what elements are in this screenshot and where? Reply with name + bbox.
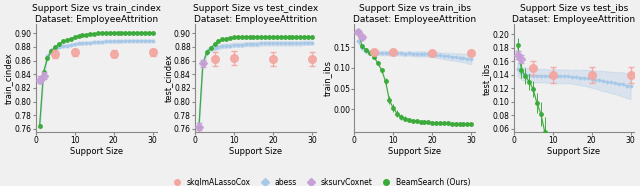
Title: Support Size vs train_ibs
Dataset: EmployeeAttrition: Support Size vs train_ibs Dataset: Emplo… bbox=[353, 4, 476, 24]
Title: Support Size vs train_cindex
Dataset: EmployeeAttrition: Support Size vs train_cindex Dataset: Em… bbox=[31, 4, 161, 24]
X-axis label: Support Size: Support Size bbox=[388, 147, 442, 156]
Title: Support Size vs test_ibs
Dataset: EmployeeAttrition: Support Size vs test_ibs Dataset: Employ… bbox=[513, 4, 636, 24]
Title: Support Size vs test_cindex
Dataset: EmployeeAttrition: Support Size vs test_cindex Dataset: Emp… bbox=[193, 4, 318, 24]
Y-axis label: test_cindex: test_cindex bbox=[163, 54, 172, 102]
Y-axis label: train_cindex: train_cindex bbox=[4, 52, 13, 104]
X-axis label: Support Size: Support Size bbox=[547, 147, 600, 156]
X-axis label: Support Size: Support Size bbox=[229, 147, 282, 156]
X-axis label: Support Size: Support Size bbox=[70, 147, 123, 156]
Y-axis label: train_ibs: train_ibs bbox=[323, 60, 332, 96]
Legend: skglmALassoCox, abess, sksurvCoxnet, BeamSearch (Ours): skglmALassoCox, abess, sksurvCoxnet, Bea… bbox=[166, 174, 474, 186]
Y-axis label: test_ibs: test_ibs bbox=[482, 62, 491, 94]
